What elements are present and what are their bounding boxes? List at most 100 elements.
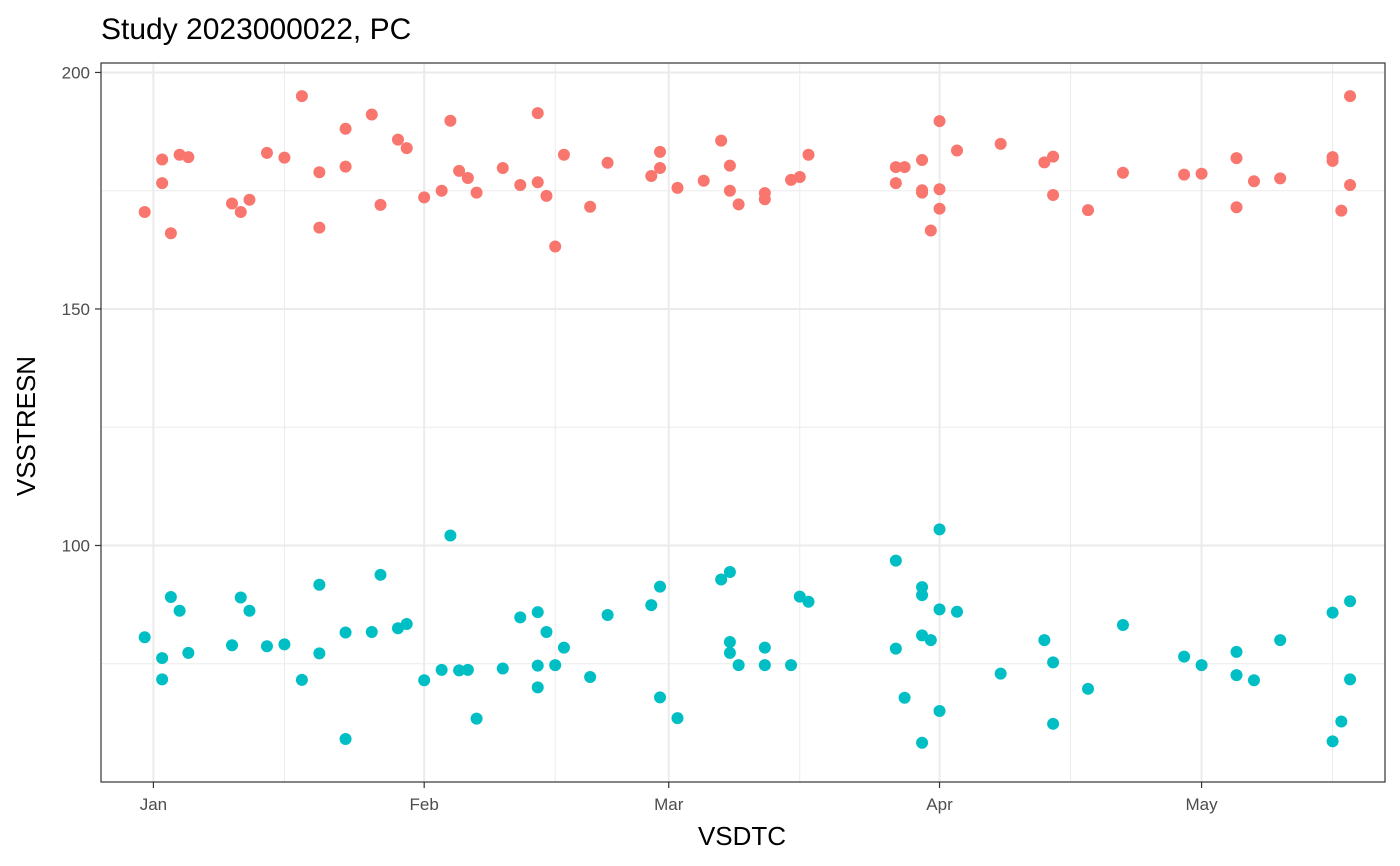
data-point-series-2 xyxy=(365,626,378,639)
data-point-series-1 xyxy=(723,159,736,172)
plot-panel-border xyxy=(100,62,1386,783)
data-point-series-1 xyxy=(182,151,195,164)
x-tick-label: Mar xyxy=(654,795,684,814)
data-point-series-2 xyxy=(549,659,562,672)
data-point-series-2 xyxy=(1326,735,1339,748)
data-point-series-2 xyxy=(654,691,667,704)
data-point-series-1 xyxy=(339,160,352,173)
data-point-series-2 xyxy=(785,659,798,672)
data-point-series-2 xyxy=(531,606,544,619)
data-point-series-2 xyxy=(924,634,937,647)
data-point-series-2 xyxy=(1230,669,1243,682)
data-point-series-2 xyxy=(802,595,815,608)
data-point-series-1 xyxy=(1047,150,1060,163)
x-axis: Jan Feb Mar Apr May xyxy=(140,782,1218,814)
data-point-series-2 xyxy=(645,599,658,612)
data-point-series-1 xyxy=(470,186,483,199)
data-point-series-1 xyxy=(391,133,404,146)
data-point-series-1 xyxy=(549,240,562,253)
data-point-series-1 xyxy=(461,171,474,184)
data-point-series-1 xyxy=(924,224,937,237)
data-point-series-2 xyxy=(584,670,597,683)
data-point-series-1 xyxy=(243,193,256,206)
data-point-series-2 xyxy=(531,659,544,672)
data-point-series-2 xyxy=(1274,634,1287,647)
data-point-series-2 xyxy=(418,674,431,687)
data-point-series-1 xyxy=(156,153,169,166)
data-point-series-1 xyxy=(1335,204,1348,217)
data-point-series-2 xyxy=(758,659,771,672)
data-point-series-1 xyxy=(715,134,728,147)
data-point-series-2 xyxy=(339,732,352,745)
data-point-series-2 xyxy=(531,681,544,694)
y-axis: 100 150 200 xyxy=(62,63,101,555)
data-point-series-1 xyxy=(260,146,273,159)
data-point-series-1 xyxy=(1178,168,1191,181)
data-point-series-2 xyxy=(889,642,902,655)
x-tick-label: Feb xyxy=(410,795,439,814)
data-point-series-1 xyxy=(601,156,614,169)
data-point-series-1 xyxy=(889,161,902,174)
data-point-series-2 xyxy=(1326,606,1339,619)
chart-title: Study 2023000022, PC xyxy=(101,13,411,46)
data-point-series-1 xyxy=(1195,167,1208,180)
data-point-series-2 xyxy=(654,580,667,593)
data-point-series-2 xyxy=(156,673,169,686)
data-point-series-1 xyxy=(1344,90,1357,103)
data-point-series-2 xyxy=(671,712,684,725)
data-point-series-2 xyxy=(470,712,483,725)
data-point-series-1 xyxy=(138,206,151,219)
data-point-series-1 xyxy=(654,145,667,158)
data-point-series-1 xyxy=(540,189,553,202)
data-point-series-2 xyxy=(1335,715,1348,728)
data-point-series-2 xyxy=(444,529,457,542)
data-point-series-1 xyxy=(1344,179,1357,192)
data-point-series-1 xyxy=(496,162,509,175)
data-point-series-1 xyxy=(1230,152,1243,165)
data-point-series-1 xyxy=(916,153,929,166)
data-point-series-2 xyxy=(732,659,745,672)
data-point-series-2 xyxy=(933,603,946,616)
y-tick-label: 150 xyxy=(62,300,90,319)
y-tick-label: 100 xyxy=(62,536,90,555)
data-point-series-2 xyxy=(173,604,186,617)
data-point-series-2 xyxy=(1038,634,1051,647)
data-point-series-2 xyxy=(496,662,509,675)
data-point-series-2 xyxy=(313,578,326,591)
data-point-series-1 xyxy=(400,142,413,155)
data-point-series-2 xyxy=(601,609,614,622)
data-point-series-1 xyxy=(802,148,815,161)
data-point-series-1 xyxy=(1326,154,1339,167)
data-point-series-1 xyxy=(654,162,667,175)
data-point-series-1 xyxy=(758,193,771,206)
data-point-series-1 xyxy=(1047,188,1060,201)
data-point-series-1 xyxy=(1038,156,1051,169)
data-point-series-2 xyxy=(933,705,946,718)
data-point-series-2 xyxy=(260,640,273,653)
data-point-series-2 xyxy=(278,638,291,651)
data-point-series-1 xyxy=(916,186,929,199)
data-point-series-2 xyxy=(1344,595,1357,608)
data-point-series-2 xyxy=(374,568,387,581)
data-point-series-2 xyxy=(1344,673,1357,686)
data-point-series-2 xyxy=(1178,650,1191,663)
data-point-series-2 xyxy=(461,663,474,676)
data-point-series-2 xyxy=(1047,717,1060,730)
data-point-series-1 xyxy=(951,144,963,157)
data-point-series-1 xyxy=(1247,175,1260,188)
data-point-series-1 xyxy=(514,179,527,192)
data-point-series-1 xyxy=(933,183,946,196)
data-point-series-2 xyxy=(234,591,247,604)
data-point-series-1 xyxy=(793,170,806,183)
data-point-series-2 xyxy=(715,573,728,586)
data-point-series-1 xyxy=(933,115,946,128)
data-point-series-2 xyxy=(453,664,466,677)
data-points xyxy=(138,90,1357,749)
data-point-series-2 xyxy=(339,626,352,639)
data-point-series-1 xyxy=(295,90,308,103)
data-point-series-2 xyxy=(557,641,570,654)
data-point-series-2 xyxy=(916,589,929,602)
data-point-series-2 xyxy=(295,673,308,686)
data-point-series-2 xyxy=(1082,682,1095,695)
